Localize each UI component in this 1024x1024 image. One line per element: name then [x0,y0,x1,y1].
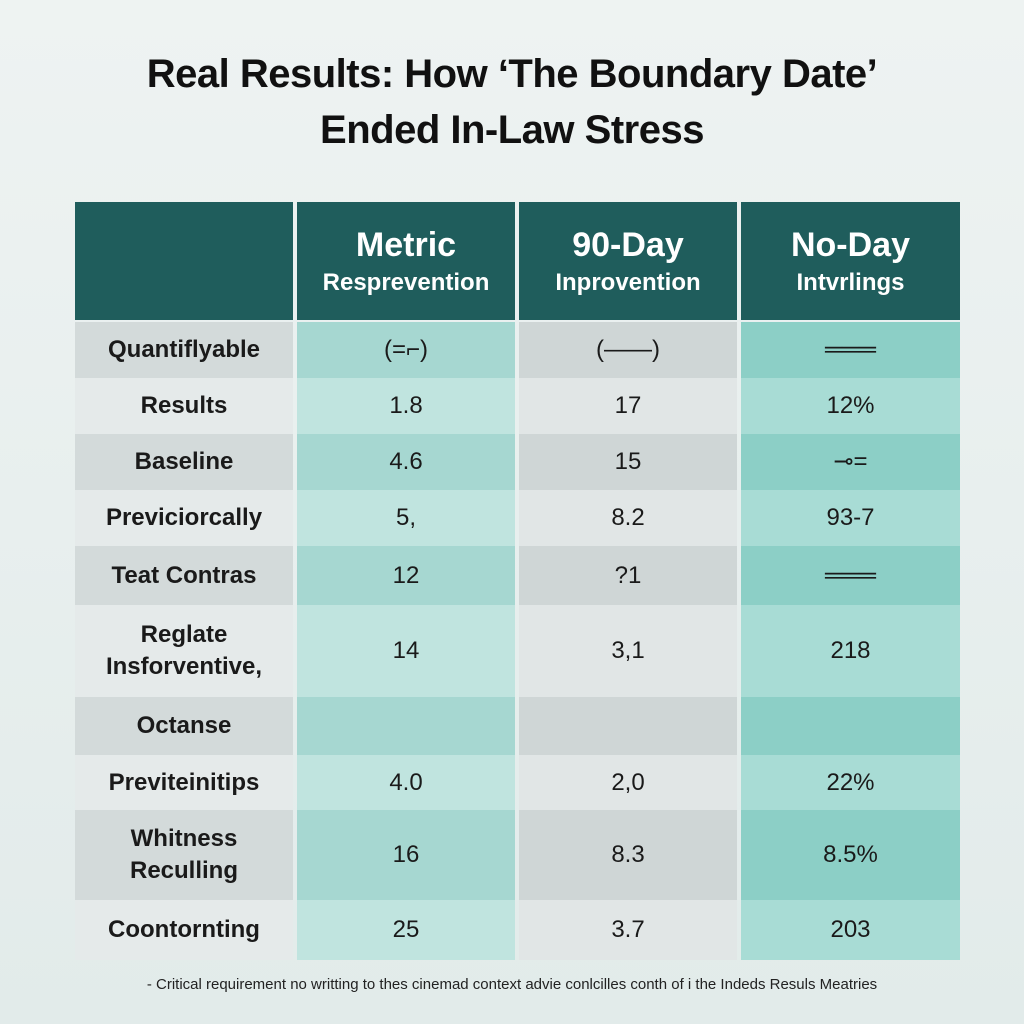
table-cell: 16 [297,810,515,900]
table-cell: 93-7 [741,490,960,546]
column-header: 90-Day Inprovention [519,202,737,320]
table-cell: 2,0 [519,755,737,810]
table-cell: 15 [519,434,737,490]
table-cell [519,697,737,755]
table-cell: 12% [741,378,960,434]
header-text: Resprevention [322,269,490,296]
title-line: Real Results: How ‘The Boundary Date’ [146,52,878,96]
header-text: Intvrlings [796,269,905,296]
results-table: Metric Resprevention 90-Day Inprovention No-… [75,202,960,960]
header-text: 90-Day [572,226,684,264]
table-cell: 1.8 [297,378,515,434]
row-label: Teat Contras [75,546,293,605]
row-label: Reglate Insforventive, [75,605,293,697]
table-cell: 3,1 [519,605,737,697]
row-label: Coontornting [75,900,293,960]
row-label: Whitness Reculling [75,810,293,900]
table-cell: ⊸= [741,434,960,490]
row-label: Quantiflyable [75,322,293,378]
table-cell: ═══ [741,546,960,605]
title: Real Results: How ‘The Boundary Date’ En… [0,46,1024,158]
table-cell: 8.2 [519,490,737,546]
table-cell: 17 [519,378,737,434]
row-label: Octanse [75,697,293,755]
row-label: Previciorcally [75,490,293,546]
header-text: Metric [355,226,457,264]
table-cell: 8.3 [519,810,737,900]
table-cell: 3.7 [519,900,737,960]
table-cell [297,697,515,755]
column-header: Metric Resprevention [297,202,515,320]
table-cell: 203 [741,900,960,960]
header-text: Inprovention [555,269,701,296]
footnote: - Critical requirement no writting to th… [146,976,878,993]
table-cell: 25 [297,900,515,960]
table-cell: 218 [741,605,960,697]
table-cell: (——) [519,322,737,378]
table-cell: 12 [297,546,515,605]
header-text: No-Day [790,226,911,264]
table-cell: 8.5% [741,810,960,900]
table-cell: ═══ [741,322,960,378]
row-label: Baseline [75,434,293,490]
table-cell: 4.6 [297,434,515,490]
table-cell [741,697,960,755]
row-label: Previteinitips [75,755,293,810]
table-cell: (=⌐) [297,322,515,378]
table-cell: 4.0 [297,755,515,810]
table-cell: ?1 [519,546,737,605]
row-label: Results [75,378,293,434]
column-header [75,202,293,320]
table-cell: 5, [297,490,515,546]
table-cell: 14 [297,605,515,697]
table-cell: 22% [741,755,960,810]
column-header: No-Day Intvrlings [741,202,960,320]
title-line: Ended In-Law Stress [320,108,704,152]
